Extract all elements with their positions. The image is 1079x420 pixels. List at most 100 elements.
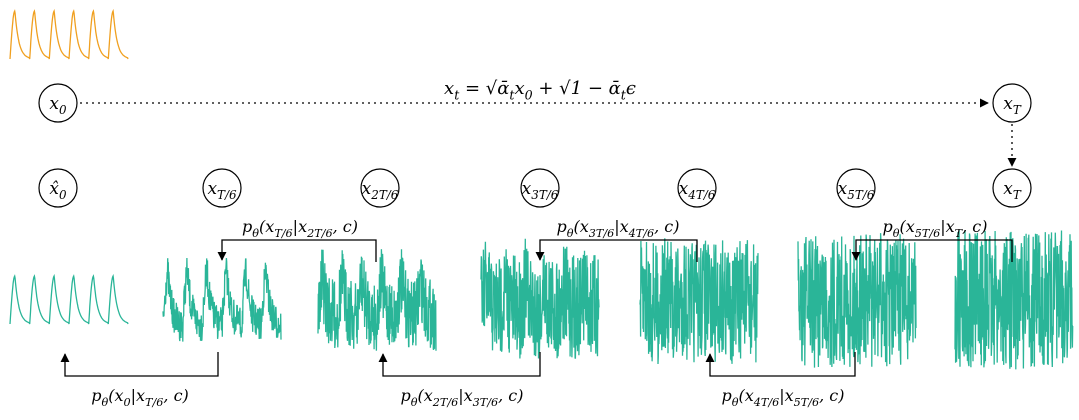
subscript: θ <box>252 227 259 240</box>
text-run: (x <box>900 217 915 236</box>
waveform <box>9 273 129 325</box>
text-run: = √ᾱ <box>459 78 509 99</box>
subscript: 3T/6 <box>473 396 498 409</box>
subscript: 4T/6 <box>753 396 779 409</box>
math-label: pθ(x4T/6|x5T/6, c) <box>722 386 845 409</box>
text-run: , c) <box>654 217 679 236</box>
node-circle <box>38 83 78 123</box>
subscript: 2T/6 <box>306 227 332 240</box>
subscript: 5T/6 <box>847 188 875 202</box>
math-label: x0 <box>49 94 67 117</box>
subscript: t <box>621 87 627 102</box>
subscript: T <box>1013 103 1022 117</box>
text-run: , c) <box>819 386 844 405</box>
text-run: x <box>1003 94 1013 114</box>
text-run: (x <box>739 386 754 405</box>
waveform <box>162 257 282 342</box>
text-run: x̂ <box>49 179 59 199</box>
subscript: θ <box>101 396 108 409</box>
node-circle <box>677 168 717 208</box>
subscript: 2T/6 <box>432 396 458 409</box>
waveform <box>317 249 437 351</box>
math-label: x̂0 <box>49 179 67 202</box>
subscript: T/6 <box>145 396 163 409</box>
text-run: x <box>514 78 524 99</box>
text-run: p <box>91 386 101 405</box>
math-label: pθ(x5T/6|xT, c) <box>883 217 988 240</box>
text-run: p <box>242 217 252 236</box>
subscript: t <box>509 87 515 102</box>
subscript: θ <box>893 227 900 240</box>
subscript: 0 <box>59 188 67 202</box>
text-run: p <box>883 217 893 236</box>
text-run: , c) <box>498 386 523 405</box>
reverse-arrow <box>535 239 698 262</box>
subscript: 4T/6 <box>687 188 716 202</box>
text-run: (x <box>259 217 274 236</box>
text-run: x <box>1003 179 1013 199</box>
text-run: , c) <box>962 217 987 236</box>
text-run: ϵ <box>626 78 636 99</box>
text-run: (x <box>574 217 589 236</box>
text-run: |x <box>293 217 307 236</box>
text-run: |x <box>131 386 145 405</box>
subscript: t <box>454 87 460 102</box>
text-run: (x <box>418 386 433 405</box>
math-label: xT/6 <box>207 179 237 202</box>
reverse-arrow <box>851 239 1013 262</box>
math-label: x3T/6 <box>522 179 559 202</box>
subscript: T <box>955 227 964 240</box>
math-label: pθ(x3T/6|x4T/6, c) <box>557 217 680 240</box>
text-run: p <box>557 217 567 236</box>
text-run: p <box>722 386 732 405</box>
text-run: x <box>207 179 217 199</box>
text-run: p <box>401 386 411 405</box>
text-run: |x <box>779 386 793 405</box>
text-run: (x <box>108 386 123 405</box>
text-run: x <box>522 179 532 199</box>
text-run: x <box>444 78 454 99</box>
node-circle <box>520 168 560 208</box>
text-run: , c) <box>333 217 358 236</box>
reverse-arrow <box>217 239 377 262</box>
waveform <box>954 229 1074 370</box>
text-run: x <box>49 94 59 114</box>
subscript: 5T/6 <box>794 396 819 409</box>
node-circle <box>38 168 78 208</box>
subscript: 0 <box>123 396 130 409</box>
math-label: xT <box>1003 94 1022 117</box>
subscript: T/6 <box>217 188 237 202</box>
text-run: |x <box>614 217 628 236</box>
text-run: x <box>362 179 372 199</box>
waveform <box>797 233 917 368</box>
subscript: θ <box>732 396 739 409</box>
subscript: 5T/6 <box>915 227 940 240</box>
subscript: 3T/6 <box>531 188 559 202</box>
subscript: T/6 <box>274 227 292 240</box>
reverse-arrow <box>378 352 541 377</box>
text-run: x <box>838 179 848 199</box>
node-circle <box>992 168 1032 208</box>
subscript: 4T/6 <box>628 227 654 240</box>
subscript: 0 <box>525 87 533 102</box>
node-circle <box>992 83 1032 123</box>
waveform <box>9 8 129 60</box>
text-run: x <box>679 179 689 199</box>
text-run: |x <box>940 217 954 236</box>
math-label: pθ(xT/6|x2T/6, c) <box>242 217 358 240</box>
subscript: T <box>1013 188 1022 202</box>
subscript: 3T/6 <box>589 227 614 240</box>
math-label: xt = √ᾱtx0 + √1 − ᾱtϵ <box>444 78 636 102</box>
reverse-arrow <box>60 352 219 377</box>
math-label: pθ(x2T/6|x3T/6, c) <box>401 386 524 409</box>
text-run: + √1 − ᾱ <box>533 78 621 99</box>
node-circle <box>836 168 876 208</box>
math-label: pθ(x0|xT/6, c) <box>91 386 189 409</box>
subscript: 0 <box>59 103 67 117</box>
math-label: x2T/6 <box>362 179 399 202</box>
reverse-arrow <box>705 352 856 377</box>
subscript: θ <box>567 227 574 240</box>
text-run: |x <box>458 386 472 405</box>
